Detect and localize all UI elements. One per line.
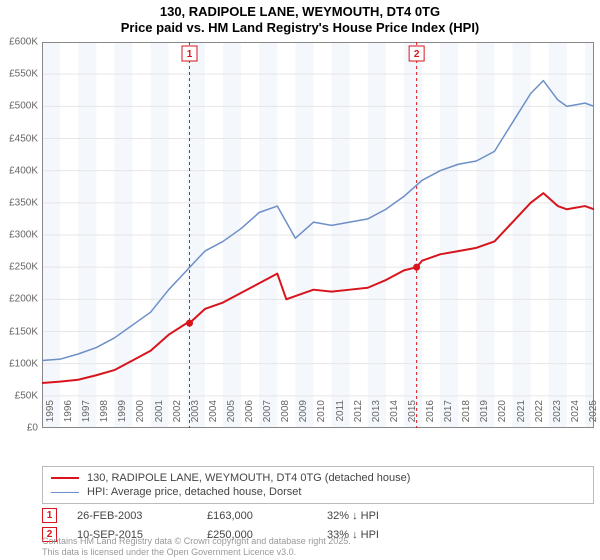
svg-text:2: 2 xyxy=(414,49,420,60)
x-tick-label: 2017 xyxy=(443,400,454,422)
x-tick-label: 2013 xyxy=(371,400,382,422)
x-tick-label: 1996 xyxy=(63,400,74,422)
y-tick-label: £600K xyxy=(9,37,38,48)
x-tick-label: 2016 xyxy=(425,400,436,422)
x-tick-label: 2003 xyxy=(190,400,201,422)
footer-line1: Contains HM Land Registry data © Crown c… xyxy=(42,536,351,547)
legend-item: 130, RADIPOLE LANE, WEYMOUTH, DT4 0TG (d… xyxy=(51,471,585,485)
y-tick-label: £50K xyxy=(15,390,38,401)
x-tick-label: 2024 xyxy=(570,400,581,422)
chart-title: 130, RADIPOLE LANE, WEYMOUTH, DT4 0TG Pr… xyxy=(0,0,600,37)
legend-label: HPI: Average price, detached house, Dors… xyxy=(87,486,301,498)
y-tick-label: £550K xyxy=(9,69,38,80)
x-tick-label: 1999 xyxy=(117,400,128,422)
x-tick-label: 2021 xyxy=(516,400,527,422)
x-tick-label: 2025 xyxy=(588,400,599,422)
x-tick-label: 2009 xyxy=(298,400,309,422)
footer-line2: This data is licensed under the Open Gov… xyxy=(42,547,351,558)
svg-text:1: 1 xyxy=(187,49,193,60)
x-tick-label: 2020 xyxy=(497,400,508,422)
y-tick-label: £450K xyxy=(9,133,38,144)
y-tick-label: £0 xyxy=(27,423,38,434)
sale-pct: 32% ↓ HPI xyxy=(327,510,427,522)
y-tick-label: £350K xyxy=(9,197,38,208)
y-tick-label: £400K xyxy=(9,165,38,176)
legend-swatch-1 xyxy=(51,477,79,479)
x-tick-label: 2000 xyxy=(135,400,146,422)
x-tick-label: 1995 xyxy=(45,400,56,422)
x-tick-label: 2006 xyxy=(244,400,255,422)
sale-price: £163,000 xyxy=(207,510,307,522)
x-tick-label: 2023 xyxy=(552,400,563,422)
x-tick-label: 2015 xyxy=(407,400,418,422)
y-tick-label: £200K xyxy=(9,294,38,305)
title-line2: Price paid vs. HM Land Registry's House … xyxy=(0,20,600,36)
x-tick-label: 2019 xyxy=(479,400,490,422)
y-tick-label: £100K xyxy=(9,358,38,369)
sale-date: 26-FEB-2003 xyxy=(77,510,187,522)
y-tick-label: £500K xyxy=(9,101,38,112)
x-tick-label: 2002 xyxy=(172,400,183,422)
y-tick-label: £250K xyxy=(9,262,38,273)
x-tick-label: 2014 xyxy=(389,400,400,422)
x-tick-label: 2007 xyxy=(262,400,273,422)
legend: 130, RADIPOLE LANE, WEYMOUTH, DT4 0TG (d… xyxy=(42,466,594,504)
table-row: 1 26-FEB-2003 £163,000 32% ↓ HPI xyxy=(42,506,427,525)
y-tick-label: £300K xyxy=(9,230,38,241)
sale-badge-1: 1 xyxy=(42,508,57,523)
x-axis-ticks: 1995 1996 1997 1998 1999 2000 2001 2002 2003 2004… xyxy=(42,396,594,436)
x-tick-label: 2012 xyxy=(353,400,364,422)
x-tick-label: 2011 xyxy=(335,400,346,422)
x-tick-label: 2001 xyxy=(154,400,165,422)
x-tick-label: 2004 xyxy=(208,400,219,422)
x-tick-label: 2008 xyxy=(280,400,291,422)
footer-attribution: Contains HM Land Registry data © Crown c… xyxy=(42,536,351,558)
y-axis-ticks: £0£50K£100K£150K£200K£250K£300K£350K£400… xyxy=(0,42,40,428)
legend-swatch-2 xyxy=(51,492,79,493)
x-tick-label: 2022 xyxy=(534,400,545,422)
chart: 12 £0£50K£100K£150K£200K£250K£300K£350K£… xyxy=(42,42,594,428)
y-tick-label: £150K xyxy=(9,326,38,337)
title-line1: 130, RADIPOLE LANE, WEYMOUTH, DT4 0TG xyxy=(0,4,600,20)
x-tick-label: 1998 xyxy=(99,400,110,422)
x-tick-label: 1997 xyxy=(81,400,92,422)
x-tick-label: 2005 xyxy=(226,400,237,422)
legend-item: HPI: Average price, detached house, Dors… xyxy=(51,485,585,499)
legend-label: 130, RADIPOLE LANE, WEYMOUTH, DT4 0TG (d… xyxy=(87,472,410,484)
x-tick-label: 2010 xyxy=(316,400,327,422)
chart-svg: 12 xyxy=(42,42,594,428)
x-tick-label: 2018 xyxy=(461,400,472,422)
